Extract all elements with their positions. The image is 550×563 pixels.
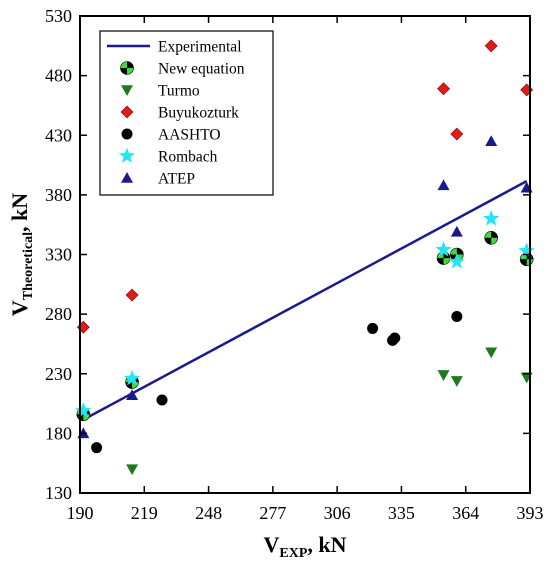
- y-tick-label: 430: [45, 125, 72, 145]
- y-tick-label: 480: [45, 66, 72, 86]
- axis-ticks: 190 219 248 277 306 335 364 393 130 180 230 280 330 3…: [45, 6, 544, 523]
- x-tick-label: 393: [517, 503, 544, 523]
- legend-label-experimental: Experimental: [158, 39, 242, 56]
- y-tick-label: 530: [45, 6, 72, 26]
- legend-swatch-buyukozturk: [120, 105, 134, 119]
- legend-swatch-atep: [121, 172, 133, 183]
- atep-point: [450, 225, 463, 237]
- x-axis-title: VEXP, kN: [263, 532, 346, 561]
- x-tick-label: 277: [259, 503, 286, 523]
- aashto-point: [367, 322, 379, 334]
- rombach-point: [448, 253, 465, 269]
- x-axis-title-unit: , kN: [307, 532, 346, 557]
- aashto-point: [156, 394, 168, 406]
- atep-point: [126, 389, 139, 401]
- x-tick-label: 364: [452, 503, 479, 523]
- buyukozturk-point: [437, 82, 450, 96]
- y-axis-title-subscript: Theoretical: [21, 232, 36, 300]
- new-equation-point-quadrant: [437, 258, 444, 265]
- rombach-point: [75, 402, 92, 418]
- legend-label-atep: ATEP: [158, 171, 195, 188]
- rombach-point: [124, 370, 141, 386]
- data-marks: [75, 39, 535, 476]
- y-tick-label: 180: [45, 423, 72, 443]
- y-axis-title-main: V: [7, 300, 32, 316]
- new-equation-point-quadrant: [125, 382, 133, 389]
- rombach-point: [518, 242, 535, 258]
- turmo-point: [437, 370, 450, 381]
- buyukozturk-point: [125, 288, 139, 302]
- x-axis-title-subscript: EXP: [279, 546, 307, 561]
- new-equation-point-quadrant: [484, 237, 492, 245]
- legend-swatch-rombach: [118, 147, 136, 163]
- x-tick-label: 219: [131, 503, 158, 523]
- y-tick-label: 130: [45, 483, 72, 503]
- legend: Experimental New equation Turmo Buyukozturk…: [99, 30, 274, 196]
- x-tick-label: 248: [195, 503, 222, 523]
- y-tick-label: 280: [45, 304, 72, 324]
- legend-label-buyukozturk: Buyukozturk: [158, 105, 239, 122]
- x-axis-title-main: V: [263, 532, 279, 557]
- legend-swatch-turmo: [121, 85, 133, 96]
- buyukozturk-point: [484, 39, 498, 53]
- atep-point: [437, 179, 450, 191]
- x-tick-label: 190: [67, 503, 94, 523]
- buyukozturk-point: [450, 127, 464, 141]
- y-tick-label: 380: [45, 185, 72, 205]
- y-axis-title-unit: , kN: [7, 193, 32, 232]
- y-tick-label: 330: [45, 245, 72, 265]
- legend-swatch-new-equation-quadrant: [127, 61, 134, 68]
- legend-box: [99, 30, 274, 196]
- y-axis-title: VTheoretical, kN: [7, 193, 36, 316]
- new-equation-point-quadrant: [456, 248, 464, 255]
- new-equation-point-quadrant: [491, 231, 498, 238]
- rombach-point: [435, 241, 452, 257]
- turmo-point: [450, 376, 463, 387]
- new-equation-point-quadrant: [520, 259, 527, 266]
- series-new-equation: [76, 231, 534, 422]
- series-aashto: [91, 311, 463, 454]
- aashto-point: [91, 442, 103, 454]
- x-tick-label: 306: [324, 503, 351, 523]
- turmo-point: [126, 464, 139, 476]
- legend-swatch-aashto: [121, 128, 133, 140]
- legend-label-new-equation: New equation: [158, 61, 245, 78]
- y-tick-label: 230: [45, 364, 72, 384]
- series-turmo: [126, 347, 533, 476]
- legend-label-rombach: Rombach: [158, 149, 218, 166]
- atep-point: [485, 135, 498, 147]
- rombach-point: [483, 210, 500, 226]
- legend-swatch-new-equation-quadrant: [120, 68, 127, 75]
- x-tick-label: 335: [388, 503, 415, 523]
- legend-label-aashto: AASHTO: [158, 127, 221, 144]
- series-rombach: [75, 210, 535, 418]
- turmo-point: [485, 347, 498, 359]
- experimental-line: [82, 180, 528, 421]
- aashto-point: [389, 332, 401, 344]
- legend-label-turmo: Turmo: [158, 83, 200, 100]
- aashto-point: [451, 311, 463, 323]
